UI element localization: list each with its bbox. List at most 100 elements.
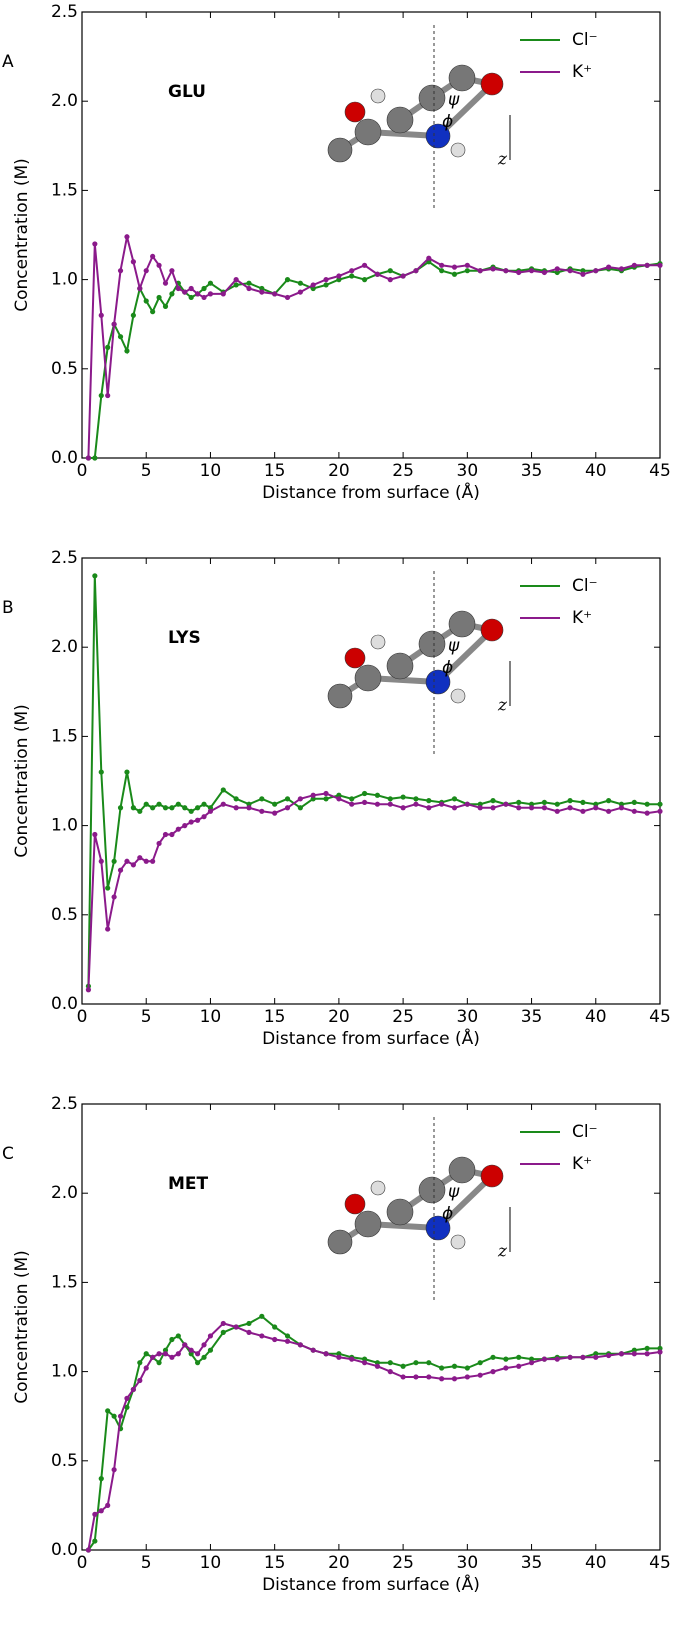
data-point <box>92 1538 98 1544</box>
data-point <box>593 268 599 274</box>
data-point <box>503 1365 509 1371</box>
data-point <box>195 1351 201 1357</box>
data-point <box>323 282 329 288</box>
data-point <box>477 268 483 274</box>
data-point <box>361 799 368 806</box>
data-point <box>284 805 291 811</box>
atom <box>344 1193 366 1215</box>
panel-letter: B <box>2 598 14 618</box>
data-point <box>606 1352 612 1359</box>
data-point <box>310 282 316 288</box>
data-point <box>426 798 432 804</box>
data-point <box>516 269 522 276</box>
data-point <box>336 1354 342 1360</box>
y-tick-label: 2.5 <box>51 2 78 22</box>
data-point <box>644 262 650 268</box>
data-point <box>195 1360 201 1366</box>
data-point <box>124 348 130 354</box>
data-point <box>98 392 104 399</box>
x-tick-label: 45 <box>649 1553 671 1573</box>
data-point <box>644 1351 650 1357</box>
data-point <box>567 1354 573 1360</box>
data-point <box>618 801 625 807</box>
data-point <box>387 801 393 807</box>
atom <box>448 1156 476 1184</box>
y-axis-label: Concentration (M) <box>12 158 32 312</box>
plot-frame <box>81 1103 661 1551</box>
y-tick-label: 0.0 <box>51 1540 78 1560</box>
y-axis-label: Concentration (M) <box>12 704 32 858</box>
data-point <box>336 1351 342 1357</box>
x-tick-label: 35 <box>521 1553 543 1573</box>
data-point <box>593 805 599 811</box>
data-point <box>195 817 201 823</box>
data-point <box>503 801 509 807</box>
data-point <box>580 271 586 277</box>
data-point <box>207 805 214 811</box>
data-point <box>580 1354 586 1360</box>
data-point <box>246 285 252 292</box>
data-point <box>111 1413 117 1419</box>
data-point <box>554 269 560 276</box>
data-point <box>182 823 188 829</box>
data-point <box>477 801 483 807</box>
data-point <box>98 769 104 775</box>
data-point <box>259 1333 265 1339</box>
legend-label: Cl⁻ <box>572 576 598 596</box>
data-point <box>631 262 637 268</box>
data-point <box>156 262 162 268</box>
data-point <box>233 282 239 288</box>
data-point <box>580 799 586 806</box>
data-point <box>233 277 239 283</box>
data-point <box>451 264 458 270</box>
y-tick-label: 2.0 <box>51 637 78 657</box>
data-point <box>323 796 329 802</box>
data-point <box>111 321 117 327</box>
y-tick-label: 1.5 <box>51 180 78 200</box>
data-point <box>124 1404 130 1410</box>
atom <box>370 88 386 104</box>
data-point <box>246 1329 252 1335</box>
data-point <box>426 805 432 811</box>
data-point <box>111 858 117 864</box>
data-point <box>490 798 496 804</box>
atom <box>448 610 476 638</box>
y-tick-label: 0.0 <box>51 994 78 1014</box>
data-point <box>117 334 124 340</box>
data-point <box>657 808 663 814</box>
data-point <box>188 808 194 814</box>
data-point <box>606 264 612 270</box>
data-point <box>220 291 226 297</box>
x-tick-label: 0 <box>77 461 88 481</box>
x-tick-label: 5 <box>141 461 152 481</box>
data-point <box>117 805 124 811</box>
data-point <box>130 259 136 265</box>
data-point <box>554 1356 560 1362</box>
data-point <box>188 294 194 301</box>
data-point <box>85 1547 92 1553</box>
atom <box>425 123 451 149</box>
data-point <box>464 1365 470 1371</box>
data-point <box>593 801 599 807</box>
data-point <box>528 268 535 274</box>
x-tick-label: 20 <box>328 1553 350 1573</box>
atom <box>450 142 466 158</box>
data-point <box>105 344 111 350</box>
data-point <box>554 808 560 814</box>
data-point <box>541 1356 548 1362</box>
data-point <box>272 1336 278 1343</box>
data-point <box>400 273 406 279</box>
data-point <box>272 291 278 297</box>
atom <box>450 1234 466 1250</box>
y-tick-label: 2.0 <box>51 1183 78 1203</box>
data-point <box>105 926 111 932</box>
data-point <box>162 303 169 309</box>
data-point <box>182 805 188 811</box>
x-axis-label: Distance from surface (Å) <box>262 481 480 503</box>
data-point <box>490 805 496 811</box>
data-point <box>156 801 162 807</box>
data-point <box>156 840 162 847</box>
annotation: z <box>497 150 508 170</box>
data-point <box>606 798 612 804</box>
x-tick-label: 25 <box>392 1553 414 1573</box>
